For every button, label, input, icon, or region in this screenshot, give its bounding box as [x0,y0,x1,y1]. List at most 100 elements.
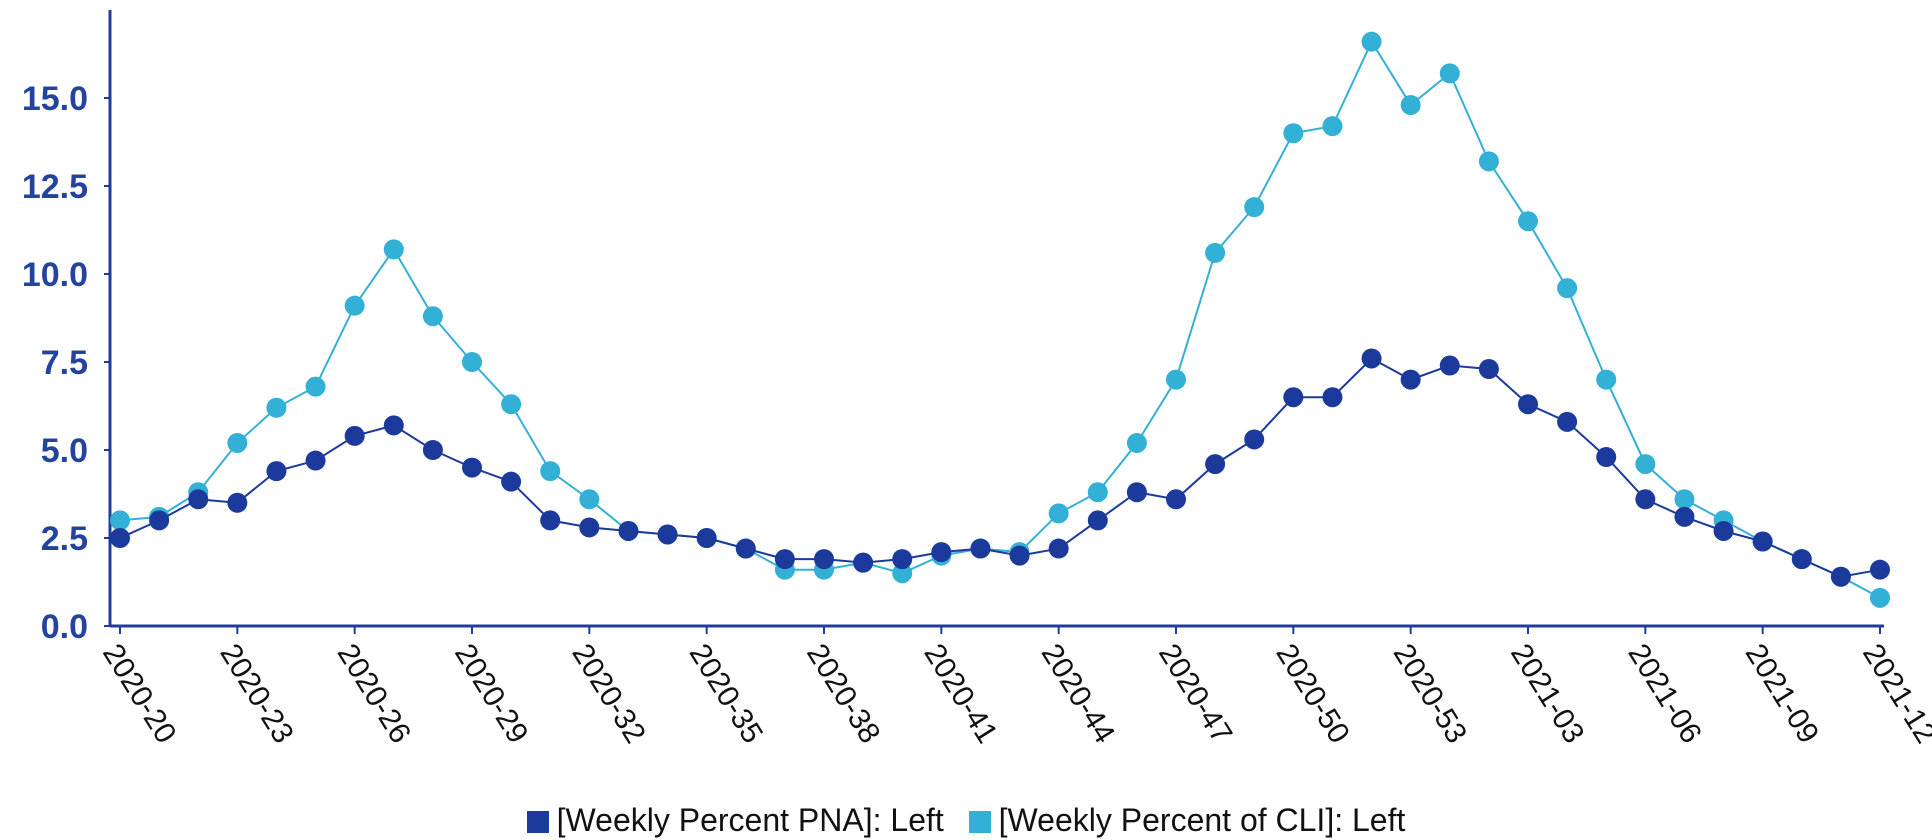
pna-point [1009,545,1030,566]
pna-point [1439,355,1460,376]
y-tick-label: 5.0 [41,432,88,470]
y-tick-label: 10.0 [22,256,88,294]
x-tick-label: 2020-44 [1035,638,1121,749]
pna-point [188,489,209,510]
legend-item-cli: [Weekly Percent of CLI]: Left [968,800,1406,840]
cli-point [383,239,404,260]
x-tick-label: 2020-20 [96,638,182,749]
y-tick-label: 2.5 [41,520,88,558]
pna-point [344,425,365,446]
y-tick-label: 0.0 [41,608,88,646]
cli-point [462,352,482,372]
x-tick-label: 2020-50 [1269,638,1355,749]
cli-point [1205,242,1226,263]
pna-point [1087,510,1108,531]
series-pna [110,348,1890,587]
x-tick-label: 2021-03 [1504,638,1590,749]
x-tick-label: 2020-26 [331,638,417,749]
pna-point [1205,454,1226,475]
pna-point [1518,394,1538,415]
cli-point [422,306,443,327]
cli-point [266,397,287,418]
pna-point [657,524,678,545]
y-tick-label: 15.0 [22,80,88,118]
legend-item-pna: [Weekly Percent PNA]: Left [526,800,944,840]
x-tick-label: 2020-41 [917,638,1003,749]
chart: 0.0 2.5 5.0 7.5 10.0 12.5 15.0 2020-20 2020-23 2… [22,10,1932,749]
cli-point [227,432,248,453]
pna-point [1752,531,1773,552]
pna-point [227,492,248,513]
cli-point [305,376,326,397]
cli-point [1126,432,1147,453]
cli-point [1674,489,1695,510]
series-layer [110,31,1890,608]
y-tick-label: 12.5 [22,168,88,206]
cli-point [1322,116,1343,137]
pna-point [735,538,756,559]
pna-line [119,357,1881,578]
cli-point [1244,197,1265,218]
x-tick-label: 2021-06 [1621,638,1707,749]
y-ticks: 0.0 2.5 5.0 7.5 10.0 12.5 15.0 [22,80,110,646]
pna-point [383,415,404,436]
pna-point [422,440,443,460]
cli-point [501,394,522,415]
x-tick-label: 2020-47 [1152,638,1238,749]
pna-point [1635,489,1656,510]
pna-point [774,549,795,570]
x-tick-label: 2020-35 [683,638,769,749]
x-tick-label: 2021-12 [1856,638,1932,749]
cli-point [1283,123,1304,144]
pna-point [814,549,834,570]
pna-point [1557,411,1578,432]
cli-point [1596,369,1617,390]
x-tick-label: 2020-38 [800,638,886,749]
pna-point [462,457,482,478]
pna-point [1361,348,1382,369]
pna-point [110,528,130,548]
cli-point [1557,278,1578,299]
pna-point [696,528,717,548]
pna-point [618,520,639,541]
pna-point [305,450,326,471]
y-tick-label: 7.5 [41,344,88,382]
legend-swatch-cli [968,811,991,833]
cli-point [1400,95,1421,116]
pna-point [1244,429,1265,450]
cli-point [1048,503,1069,524]
legend-swatch-pna [526,811,549,833]
x-tick-label: 2020-32 [565,638,651,749]
pna-point [1283,387,1304,408]
cli-point [1478,151,1499,172]
x-tick-label: 2020-23 [213,638,299,749]
pna-point [1400,369,1421,390]
cli-point [892,563,913,584]
cli-point [1166,369,1186,390]
cli-point [1518,211,1538,232]
cli-point [344,295,365,316]
cli-point [540,461,561,482]
legend-label-pna: [Weekly Percent PNA]: Left [556,802,944,838]
pna-point [266,461,287,482]
pna-point [501,471,522,492]
pna-point [1478,359,1499,380]
pna-point [1674,506,1695,527]
pna-point [1596,447,1617,468]
pna-point [931,542,952,563]
x-tick-label: 2021-09 [1739,638,1825,749]
x-tick-label: 2020-53 [1387,638,1473,749]
cli-point [110,510,130,531]
pna-point [1322,387,1343,408]
legend: [Weekly Percent PNA]: Left [Weekly Perce… [0,800,1932,840]
series-cli [110,31,1890,608]
x-tick-label: 2020-29 [448,638,534,749]
pna-point [1713,520,1734,541]
cli-point [1439,63,1460,84]
pna-point [1870,559,1890,580]
cli-line [119,39,1881,599]
legend-label-cli: [Weekly Percent of CLI]: Left [998,802,1406,838]
pna-point [1166,489,1186,510]
cli-point [1087,482,1108,503]
pna-point [1048,538,1069,559]
